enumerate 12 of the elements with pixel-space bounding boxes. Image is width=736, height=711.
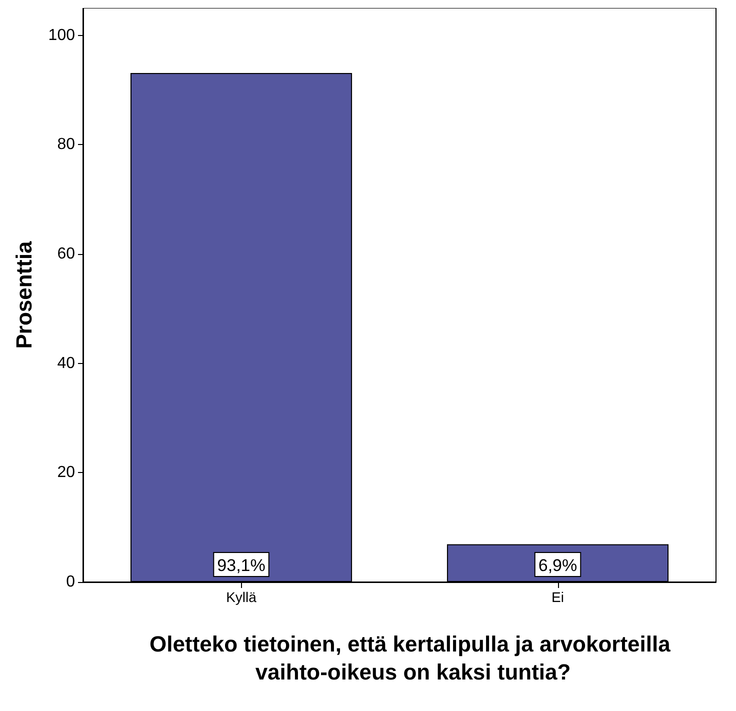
- y-axis-title: Prosenttia: [12, 240, 36, 349]
- x-tick-label: Ei: [552, 589, 564, 605]
- y-tick-label: 60: [57, 246, 76, 262]
- y-tick-label: 100: [48, 26, 76, 44]
- y-tick-label: 80: [57, 136, 76, 154]
- data-label: 93,1%: [217, 556, 266, 575]
- x-tick-label: Kyllä: [226, 589, 257, 605]
- y-tick-label: 20: [57, 464, 76, 482]
- y-tick-label: 0: [66, 574, 76, 590]
- x-axis-title: Oletteko tietoinen, että kertalipulla ja arvokorteilla vaihto-oikeus on kaksi tuntia?: [150, 632, 676, 684]
- data-label: 6,9%: [538, 556, 578, 575]
- y-tick-label: 40: [57, 354, 76, 372]
